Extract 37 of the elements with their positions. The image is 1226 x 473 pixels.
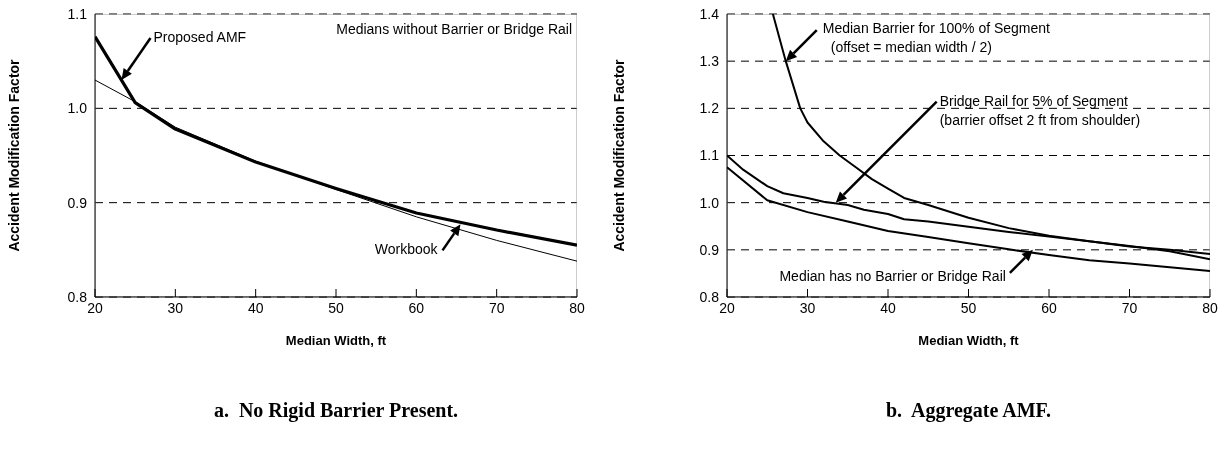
- x-tick-label: 60: [1041, 299, 1057, 316]
- text: a. No Rigid Barrier Present.: [212, 399, 460, 422]
- annotation: Proposed AMF: [153, 29, 247, 45]
- y-tick-label: 0.9: [67, 194, 88, 211]
- y-tick-label: 1.0: [699, 194, 720, 211]
- x-tick-label: 50: [328, 299, 344, 316]
- x-tick-label: 70: [488, 299, 505, 316]
- y-tick-label: 0.9: [699, 241, 720, 258]
- annotation: Bridge Rail for 5% of Segment (barrier offset 2 ft from shoulder): [939, 92, 1141, 128]
- x-tick-label: 40: [247, 299, 264, 316]
- text: b. Aggregate AMF.: [885, 399, 1052, 422]
- annotation: Medians without Barrier or Bridge Rail: [336, 21, 572, 37]
- y-axis-title: Accident Modification Factor: [610, 58, 627, 252]
- y-tick-label: 1.4: [699, 5, 720, 22]
- x-axis-title: Median Width, ft: [285, 333, 387, 348]
- y-tick-label: 1.1: [67, 5, 88, 22]
- x-tick-label: 30: [799, 299, 816, 316]
- y-axis-title: Accident Modification Factor: [5, 58, 22, 252]
- y-tick-label: 1.2: [699, 100, 720, 117]
- x-tick-label: 70: [1121, 299, 1138, 316]
- x-tick-label: 20: [87, 299, 103, 316]
- y-tick-label: 1.0: [67, 100, 88, 117]
- x-tick-label: 60: [408, 299, 425, 316]
- y-tick-label: 0.8: [699, 288, 720, 305]
- annotation: Median Barrier for 100% of Segment (offset = median width / 2): [822, 20, 1051, 56]
- y-tick-label: 1.3: [699, 53, 720, 70]
- x-tick-label: 80: [1202, 299, 1218, 316]
- annotation: Median has no Barrier or Bridge Rail: [779, 267, 1006, 284]
- x-tick-label: 80: [569, 299, 585, 316]
- x-tick-label: 20: [719, 299, 735, 316]
- x-axis-title: Median Width, ft: [918, 333, 1020, 348]
- annotation: Workbook: [374, 241, 439, 258]
- y-tick-label: 0.8: [67, 288, 88, 305]
- x-tick-label: 30: [167, 299, 184, 316]
- y-tick-label: 1.1: [699, 147, 720, 164]
- x-tick-label: 50: [960, 299, 977, 316]
- x-tick-label: 40: [880, 299, 896, 316]
